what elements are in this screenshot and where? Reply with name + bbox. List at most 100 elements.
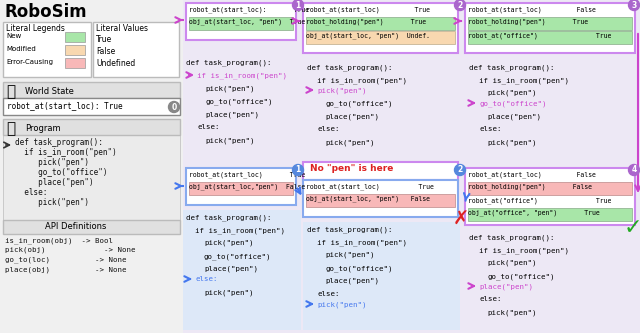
Text: ✗: ✗	[453, 210, 469, 229]
Text: go_to("office"): go_to("office")	[325, 100, 392, 107]
Text: robot_at(start_loc)         False: robot_at(start_loc) False	[468, 171, 596, 177]
Text: is_in_room(obj)  -> Bool: is_in_room(obj) -> Bool	[5, 237, 113, 244]
Bar	[65, 45, 85, 55]
Bar	[183, 55, 301, 163]
Text: if is_in_room("pen"): if is_in_room("pen")	[479, 77, 569, 84]
Text: API Definitions: API Definitions	[45, 222, 106, 231]
Text: World State: World State	[25, 87, 74, 96]
Text: robot_holding("pen")       True: robot_holding("pen") True	[306, 18, 426, 25]
Text: 2: 2	[458, 166, 463, 174]
Text: 𝓌: 𝓌	[6, 84, 15, 99]
Text: else:: else:	[479, 126, 502, 132]
Text: obj_at(start_loc, "pen")  Undef.: obj_at(start_loc, "pen") Undef.	[306, 32, 430, 39]
Bar	[306, 31, 455, 44]
Bar	[3, 98, 180, 115]
Text: 3: 3	[632, 1, 637, 10]
Circle shape	[628, 0, 639, 11]
Text: pick("pen"): pick("pen")	[317, 87, 367, 94]
Text: pick("pen"): pick("pen")	[15, 198, 89, 207]
Bar	[3, 119, 180, 135]
Text: else:: else:	[197, 124, 220, 130]
Text: robot_holding("pen")       False: robot_holding("pen") False	[468, 183, 592, 189]
Text: place("pen"): place("pen")	[205, 111, 259, 118]
Text: Undefined: Undefined	[96, 59, 135, 68]
Bar	[303, 222, 460, 330]
Text: pick("pen"): pick("pen")	[487, 260, 536, 266]
Text: RoboSim: RoboSim	[5, 3, 88, 21]
Text: robot_at("office")               True: robot_at("office") True	[468, 197, 611, 204]
Text: obj_at(start_loc, "pen")  True: obj_at(start_loc, "pen") True	[189, 18, 305, 25]
Text: No "pen" is here: No "pen" is here	[310, 164, 394, 173]
Circle shape	[628, 165, 639, 175]
Text: robot_at(start_loc)         True: robot_at(start_loc) True	[306, 6, 430, 13]
Text: if is_in_room("pen"): if is_in_room("pen")	[479, 247, 569, 254]
Text: pick("pen"): pick("pen")	[487, 309, 536, 315]
Bar	[303, 60, 460, 168]
Bar	[186, 3, 296, 40]
Text: if is_in_room("pen"): if is_in_room("pen")	[317, 239, 407, 246]
Text: else:: else:	[317, 291, 339, 297]
Text: pick("pen"): pick("pen")	[15, 158, 89, 167]
Text: go_to("office"): go_to("office")	[15, 168, 108, 177]
Text: else:: else:	[15, 188, 47, 197]
Text: if is_in_room("pen"): if is_in_room("pen")	[195, 227, 285, 234]
Bar	[465, 230, 635, 330]
Text: pick(obj)             -> None: pick(obj) -> None	[5, 247, 136, 253]
Text: else:: else:	[317, 126, 339, 132]
Text: Literal Legends: Literal Legends	[6, 24, 65, 33]
Circle shape	[454, 165, 465, 175]
Text: place("pen"): place("pen")	[15, 178, 93, 187]
Text: Error-Causing: Error-Causing	[6, 59, 53, 65]
Bar	[3, 220, 180, 234]
Bar	[189, 182, 293, 195]
Text: robot_at("office")               True: robot_at("office") True	[468, 32, 611, 39]
Text: go_to("office"): go_to("office")	[487, 273, 554, 280]
Bar	[189, 17, 293, 30]
Text: New: New	[6, 33, 21, 39]
Text: pick("pen"): pick("pen")	[487, 139, 536, 146]
Text: if is_in_room("pen"): if is_in_room("pen")	[197, 72, 287, 79]
Text: def task_program():: def task_program():	[307, 226, 392, 233]
Bar	[303, 162, 458, 180]
Text: 1: 1	[296, 166, 301, 174]
Text: robot_at(start_loc):       True: robot_at(start_loc): True	[189, 6, 309, 13]
Bar	[65, 32, 85, 42]
Text: obj_at("office", "pen")       True: obj_at("office", "pen") True	[468, 209, 600, 216]
Text: pick("pen"): pick("pen")	[204, 289, 253, 295]
Circle shape	[292, 0, 303, 11]
Text: 4: 4	[632, 166, 637, 174]
Text: go_to("office"): go_to("office")	[325, 265, 392, 272]
Bar	[306, 17, 455, 30]
Text: 0: 0	[172, 103, 177, 112]
Text: def task_program():: def task_program():	[307, 64, 392, 71]
Bar	[468, 17, 632, 30]
Text: ✓: ✓	[624, 218, 640, 238]
Text: pick("pen"): pick("pen")	[317, 301, 367, 307]
Bar	[93, 22, 179, 77]
Text: else:: else:	[479, 296, 502, 302]
Text: 𝒫: 𝒫	[6, 121, 15, 136]
Bar	[465, 168, 635, 225]
Text: robot_holding("pen")       True: robot_holding("pen") True	[468, 18, 588, 25]
Text: robot_at(start_loc)         False: robot_at(start_loc) False	[468, 6, 596, 13]
Text: go_to("office"): go_to("office")	[479, 100, 547, 107]
Circle shape	[292, 165, 303, 175]
Text: def task_program():: def task_program():	[469, 64, 554, 71]
Bar	[468, 208, 632, 221]
Text: if is_in_room("pen"): if is_in_room("pen")	[317, 77, 407, 84]
Text: pick("pen"): pick("pen")	[205, 137, 255, 144]
Text: def task_program():: def task_program():	[186, 59, 271, 66]
Bar	[183, 0, 640, 333]
Bar	[3, 82, 180, 98]
Text: if is_in_room("pen"): if is_in_room("pen")	[15, 148, 116, 157]
Text: Literal Values: Literal Values	[96, 24, 148, 33]
Text: False: False	[96, 47, 115, 56]
Bar	[465, 3, 635, 53]
Text: pick("pen"): pick("pen")	[205, 85, 255, 92]
Text: else:: else:	[195, 276, 218, 282]
Bar	[465, 60, 635, 168]
Text: robot_at(start_loc): True: robot_at(start_loc): True	[7, 101, 123, 110]
Bar	[468, 182, 632, 195]
Bar	[0, 0, 183, 333]
Text: place("pen"): place("pen")	[204, 266, 258, 272]
